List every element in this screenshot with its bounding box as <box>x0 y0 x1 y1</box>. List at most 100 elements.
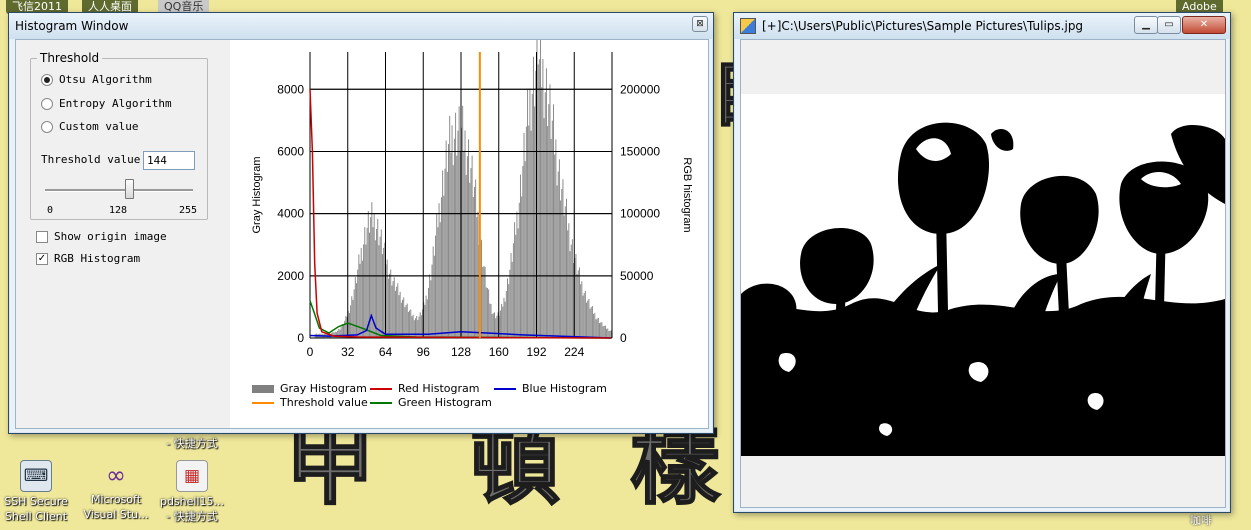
gray-histogram-bar <box>555 139 557 338</box>
radio-otsu[interactable]: Otsu Algorithm <box>41 73 152 86</box>
close-button[interactable]: ⊠ <box>692 16 708 32</box>
gray-histogram-bar <box>371 202 373 338</box>
radio-custom[interactable]: Custom value <box>41 120 138 133</box>
gray-histogram-bar <box>584 290 586 338</box>
radio-label: Custom value <box>59 120 139 133</box>
gray-histogram-bar <box>437 227 439 338</box>
legend-swatch <box>252 384 274 393</box>
legend-threshold: Threshold value <box>252 396 368 409</box>
gray-histogram-bar <box>427 288 429 338</box>
gray-histogram-bar <box>410 309 412 338</box>
gray-histogram-bar <box>359 263 361 338</box>
radio-entropy[interactable]: Entropy Algorithm <box>41 97 172 110</box>
gray-histogram-bar <box>414 318 416 338</box>
checkbox-rgb-histogram[interactable]: ✓ RGB Histogram <box>36 252 140 265</box>
gray-histogram-bar <box>411 316 413 338</box>
gray-histogram-bar <box>453 138 455 338</box>
gray-histogram-bar <box>568 223 570 338</box>
gray-histogram-bar <box>523 132 525 338</box>
checkbox-show-origin[interactable]: Show origin image <box>36 230 167 243</box>
taskbar-tab-qqmusic[interactable]: QQ音乐 <box>158 0 210 14</box>
checkbox[interactable]: ✓ <box>36 252 48 265</box>
gray-histogram-bar <box>496 315 498 338</box>
gray-histogram-bar <box>484 266 486 338</box>
desktop-icon-visual-studio[interactable]: ∞ Microsoft Visual Stu... <box>80 460 152 522</box>
blue-histogram-line <box>309 313 611 339</box>
gray-histogram-bar <box>492 313 494 338</box>
radio-button[interactable] <box>41 97 53 110</box>
minimize-button[interactable]: ▁ <box>1134 16 1158 34</box>
legend-red: Red Histogram <box>370 382 479 395</box>
histogram-window-titlebar[interactable]: Histogram Window ⊠ <box>9 13 713 39</box>
gray-histogram-bar <box>378 245 380 338</box>
gray-histogram-bar <box>448 144 450 338</box>
gray-histogram-bar <box>433 255 435 338</box>
gray-histogram-bar <box>595 319 597 338</box>
y2-tick-label: 150000 <box>620 144 660 158</box>
gray-histogram-bar <box>384 242 386 338</box>
threshold-group: Threshold Otsu Algorithm Entropy Algorit… <box>30 51 208 220</box>
checkbox-label: RGB Histogram <box>54 252 141 265</box>
threshold-slider-thumb[interactable] <box>124 179 134 199</box>
gray-histogram-bar <box>577 270 579 338</box>
gray-histogram-bar <box>483 266 485 338</box>
y-axis-title: Gray Histogram <box>251 156 263 233</box>
gray-histogram-bar <box>412 314 414 338</box>
gray-histogram-bar <box>376 228 378 338</box>
gray-histogram-bar <box>538 59 540 338</box>
maximize-icon: ▭ <box>1164 19 1174 30</box>
gray-histogram-bar <box>402 299 403 338</box>
wallpaper-decoration: 目 <box>712 60 733 130</box>
y-tick-label: 6000 <box>277 144 304 158</box>
app-icon <box>740 18 756 34</box>
slider-max-label: 255 <box>179 205 198 216</box>
radio-label: Entropy Algorithm <box>59 97 172 110</box>
gray-histogram-bar <box>399 291 401 338</box>
radio-button[interactable] <box>41 73 53 86</box>
gray-histogram-bar <box>392 281 394 338</box>
threshold-value-label: Threshold value: <box>41 153 147 166</box>
checkbox[interactable] <box>36 230 48 243</box>
gray-histogram-bar <box>485 287 487 338</box>
gray-histogram-bar <box>422 309 424 338</box>
gray-histogram-bar <box>528 125 530 338</box>
gray-histogram-bar <box>440 197 442 338</box>
gray-histogram-bar <box>596 318 598 338</box>
radio-button[interactable] <box>41 120 53 133</box>
legend-swatch <box>370 387 392 390</box>
gray-histogram-bar <box>545 68 547 338</box>
maximize-button[interactable]: ▭ <box>1157 16 1181 34</box>
gray-histogram-bar <box>576 274 578 338</box>
gray-histogram-bar <box>534 106 536 339</box>
gray-histogram-bar <box>353 289 355 338</box>
gray-histogram-bar <box>522 166 524 338</box>
close-button[interactable]: ✕ <box>1182 16 1226 34</box>
desktop-icon-ssh[interactable]: ⌨ SSH Secure Shell Client <box>0 460 72 524</box>
desktop-icon-pdshell[interactable]: ▦ pdshell15... - 快捷方式 <box>156 460 228 524</box>
gray-histogram-bar <box>511 261 513 338</box>
gray-histogram-bar <box>561 189 563 338</box>
threshold-slider-track[interactable] <box>45 189 193 192</box>
gray-histogram-bar <box>541 87 543 338</box>
gray-histogram-bar <box>444 168 446 338</box>
shortcut-label: - 快捷方式 <box>166 437 218 450</box>
gray-histogram-bar <box>512 243 514 338</box>
gray-histogram-bar <box>486 288 488 338</box>
gray-histogram-bar <box>426 299 428 338</box>
taskbar-tab-renren[interactable]: 人人桌面 <box>82 0 138 14</box>
gray-histogram-bar <box>473 186 475 338</box>
gray-histogram-bar <box>575 254 577 338</box>
image-window-titlebar[interactable]: [+]C:\Users\Public\Pictures\Sample Pictu… <box>734 13 1230 39</box>
gray-histogram-bar <box>389 273 391 338</box>
threshold-value-input[interactable]: 144 <box>143 151 195 170</box>
gray-histogram-bar <box>573 263 575 338</box>
gray-histogram-bar <box>553 104 554 338</box>
gray-histogram-bar <box>463 150 465 338</box>
taskbar-tab-adobe[interactable]: Adobe <box>1176 0 1223 14</box>
gray-histogram-bar <box>602 326 604 338</box>
gray-histogram-bar <box>599 323 601 338</box>
close-icon: ⊠ <box>696 19 704 29</box>
desktop-icon-label: pdshell15... <box>159 495 225 508</box>
legend-green: Green Histogram <box>370 396 492 409</box>
taskbar-tab-feixin[interactable]: 飞信2011 <box>6 0 68 14</box>
